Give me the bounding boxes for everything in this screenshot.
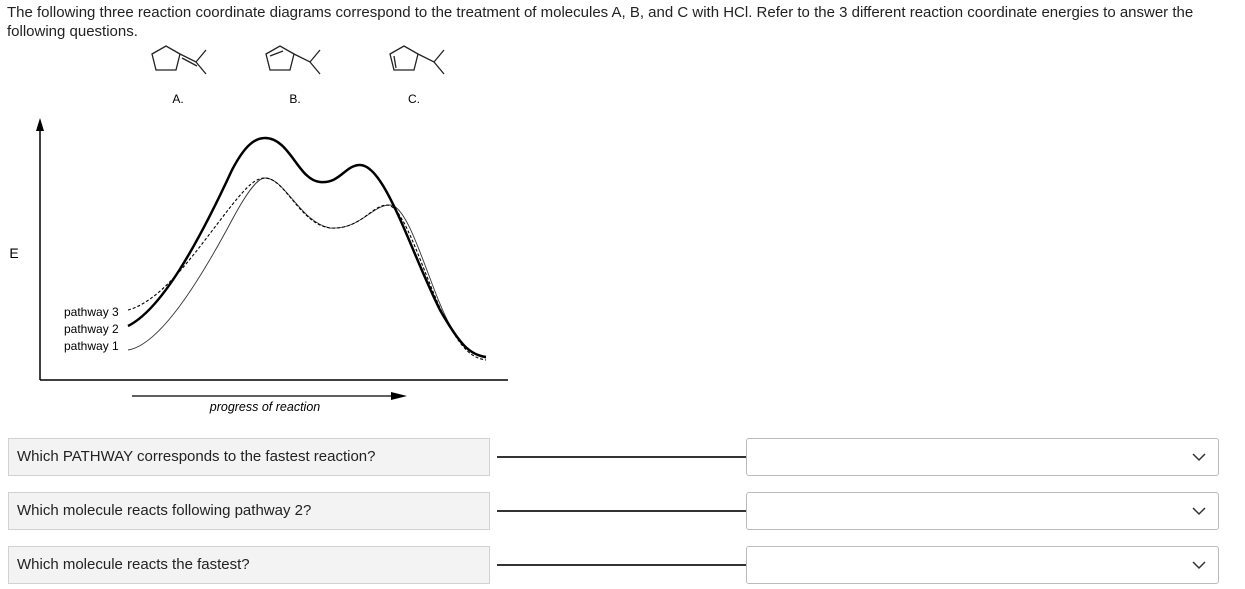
pathway-3-curve bbox=[127, 177, 487, 361]
pathway-2-curve bbox=[127, 136, 487, 359]
chevron bbox=[1192, 507, 1206, 516]
question: Which molecule reacts the fastest? bbox=[8, 546, 490, 584]
answer-dropdown[interactable] bbox=[746, 438, 1219, 476]
connector bbox=[497, 510, 746, 512]
pathway-label: pathway 2 bbox=[64, 322, 119, 336]
answer-dropdown[interactable] bbox=[746, 492, 1219, 530]
molecule-a bbox=[151, 45, 181, 71]
connector bbox=[497, 456, 746, 458]
connector bbox=[497, 564, 746, 566]
y-arrow bbox=[36, 118, 44, 131]
pathway-label: pathway 3 bbox=[64, 305, 119, 319]
molecule-c bbox=[389, 45, 419, 71]
molecule-b bbox=[265, 45, 295, 71]
molecule-label: A. bbox=[172, 92, 183, 106]
y-axis-label: E bbox=[9, 245, 18, 261]
question: Which PATHWAY corresponds to the fastest… bbox=[8, 438, 490, 476]
intro-text: The following three reaction coordinate … bbox=[7, 4, 1194, 40]
molecules bbox=[151, 45, 445, 75]
x-axis-label: progress of reaction bbox=[209, 400, 321, 414]
chevron bbox=[1192, 561, 1206, 570]
figure: A. B. C. E progress of reaction pathway … bbox=[9, 45, 508, 414]
pathway-label: pathway 1 bbox=[64, 339, 119, 353]
answer-dropdown[interactable] bbox=[746, 546, 1219, 584]
question: Which molecule reacts following pathway … bbox=[8, 492, 490, 530]
molecule-label: C. bbox=[408, 92, 420, 106]
molecule-label: B. bbox=[289, 92, 300, 106]
progress-arrowhead bbox=[391, 392, 407, 400]
chevron bbox=[1192, 453, 1206, 462]
